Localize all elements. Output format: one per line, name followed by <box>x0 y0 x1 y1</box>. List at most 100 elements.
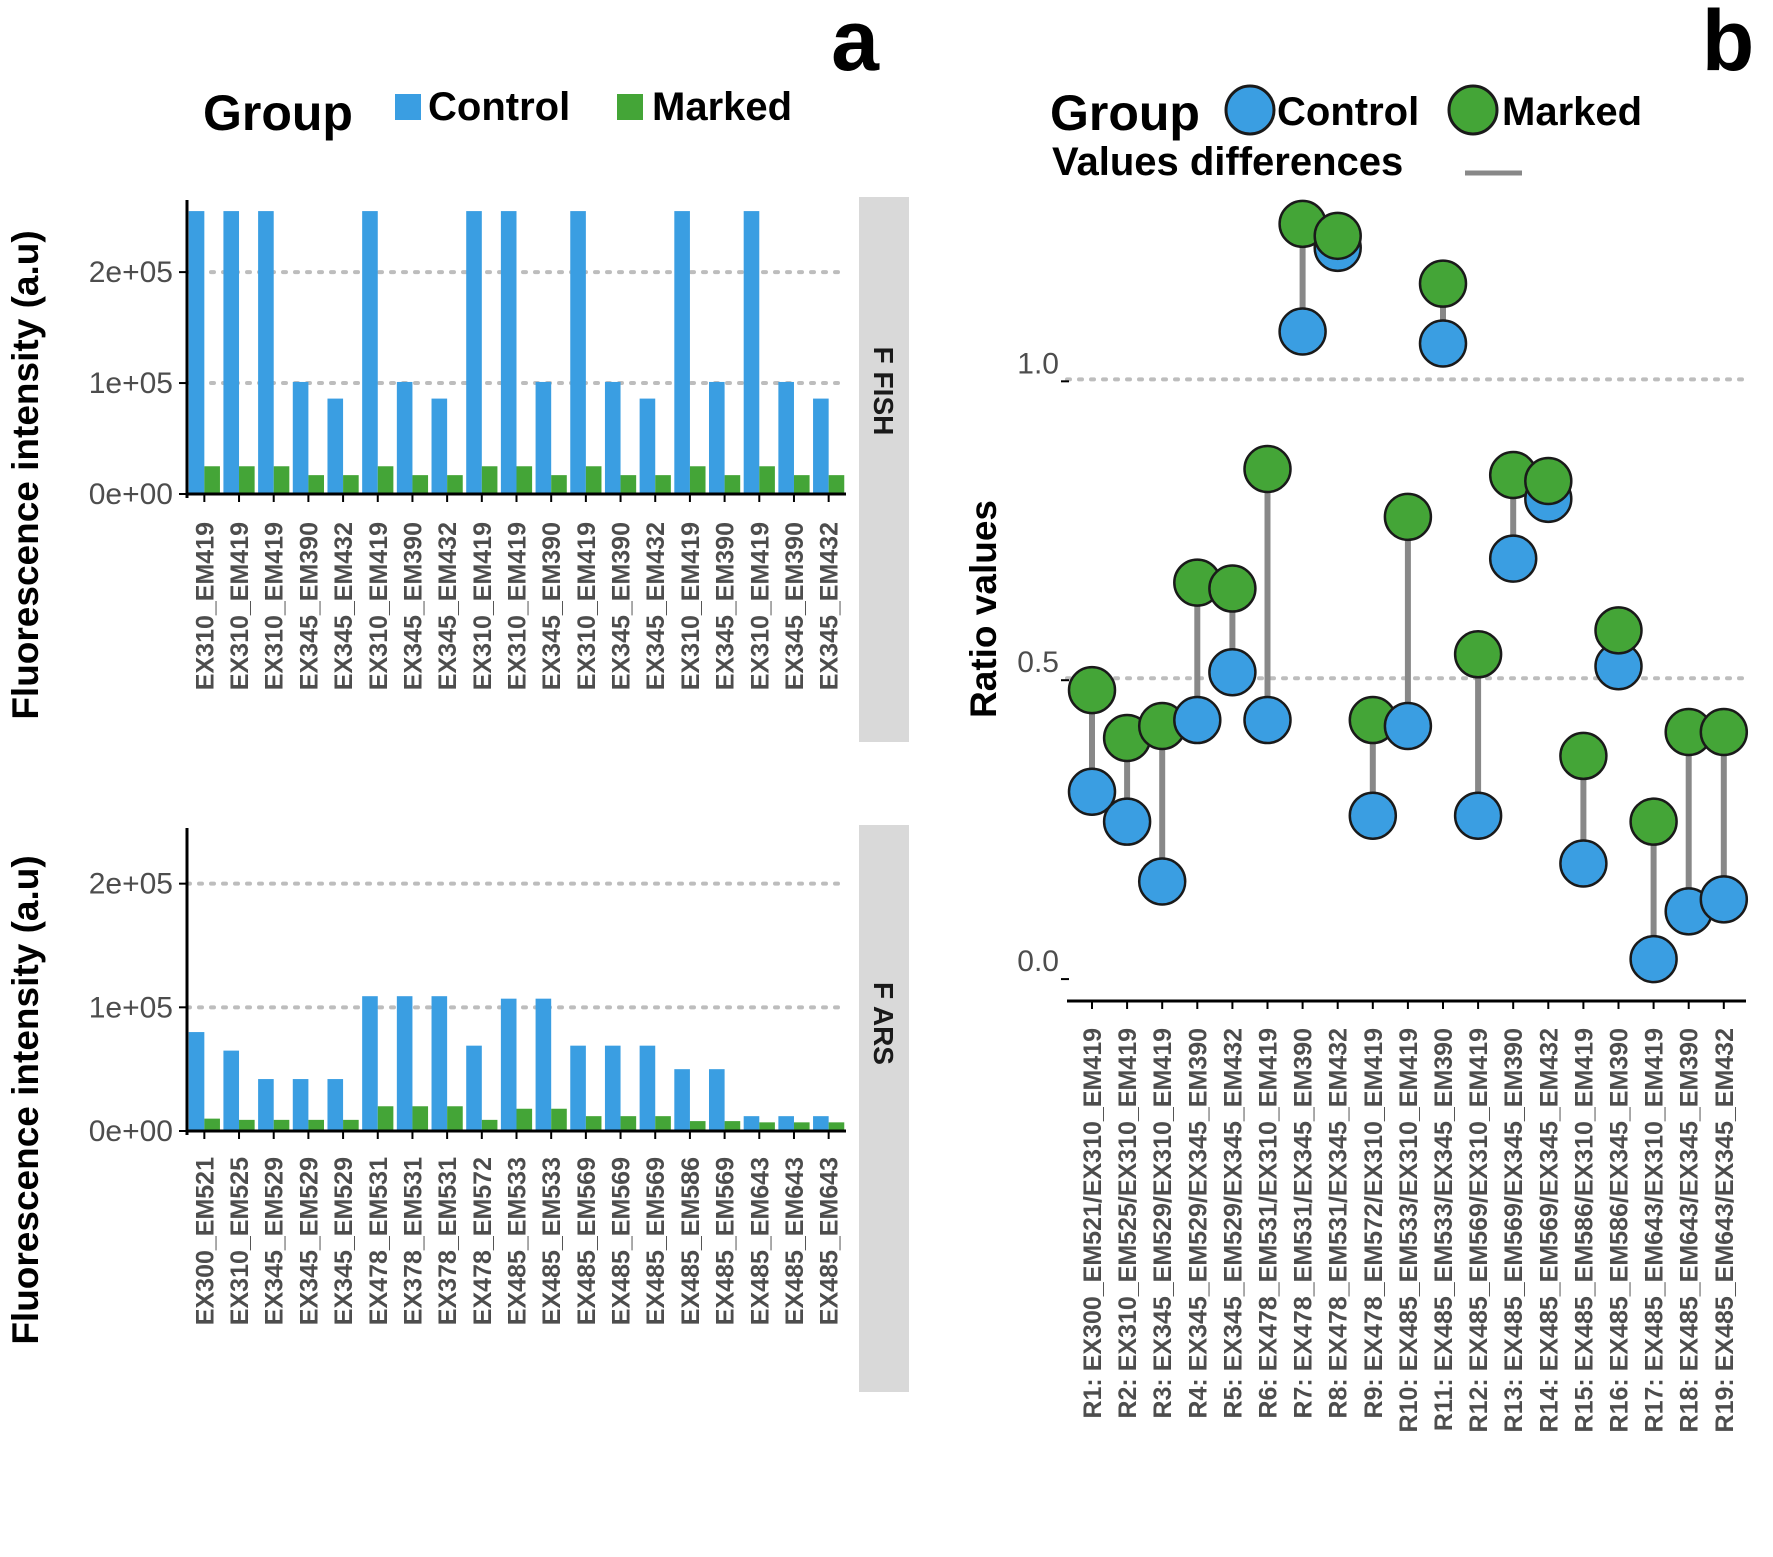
bar-marked <box>447 475 463 494</box>
chart-ratio-values: 0.0 0.5 1.0 R1: EX300_EM521/EX310_EM419 R2: … <box>963 199 1749 1432</box>
bar-control <box>500 998 517 1131</box>
x-tick-label: EX345_EM529 <box>295 1157 323 1325</box>
point-marked <box>1559 731 1608 781</box>
x-tick-label: R19: EX485_EM643/EX345_EM432 <box>1711 1028 1739 1432</box>
bar-control <box>570 1045 586 1131</box>
x-tick-label: EX345_EM432 <box>642 522 670 690</box>
x-tick-label: EX485_EM533 <box>538 1157 566 1325</box>
bar-marked <box>377 466 394 494</box>
bar-control <box>535 998 552 1131</box>
bar-marked <box>585 1116 602 1131</box>
x-tick-label: R4: EX345_EM529/EX345_EM390 <box>1184 1028 1212 1419</box>
x-tick-label: EX485_EM586 <box>677 1157 705 1325</box>
facet-strip <box>859 825 909 1392</box>
legend-b-label-control: Control <box>1277 90 1419 134</box>
bar-marked <box>239 1119 255 1131</box>
x-tick-label: EX310_EM525 <box>226 1157 254 1325</box>
bar-control <box>258 211 274 494</box>
bar-control <box>188 211 205 494</box>
x-tick-label: R17: EX485_EM643/EX310_EM419 <box>1641 1028 1669 1432</box>
point-control <box>1699 875 1749 924</box>
bar-control <box>813 398 829 494</box>
bar-marked <box>689 466 706 494</box>
bar-marked <box>343 1119 359 1131</box>
x-tick-label: EX300_EM521 <box>191 1157 219 1325</box>
x-tick-label: EX485_EM569 <box>573 1157 601 1325</box>
x-tick-label: R8: EX478_EM531/EX345_EM432 <box>1325 1028 1353 1419</box>
x-tick-label: EX478_EM572 <box>469 1157 497 1325</box>
x-tick-label: EX485_EM569 <box>608 1157 636 1325</box>
bar-marked <box>343 475 359 494</box>
x-tick-label: EX310_EM419 <box>573 522 601 690</box>
bar-control <box>674 1069 690 1131</box>
bar-marked <box>551 1108 567 1131</box>
bar-control <box>570 211 586 494</box>
facet-label: F FISH <box>868 347 899 436</box>
x-tick-label: EX485_EM643 <box>816 1157 844 1325</box>
point-control <box>1348 791 1398 840</box>
bar-marked <box>516 466 533 494</box>
x-tick-label: EX378_EM531 <box>434 1157 462 1325</box>
x-tick-label: EX485_EM569 <box>642 1157 670 1325</box>
facet-strip <box>859 197 909 742</box>
x-tick-label: EX345_EM390 <box>608 522 636 690</box>
point-marked <box>1629 797 1678 846</box>
y-tick-label: 1e+05 <box>89 367 173 400</box>
panel-label-a: a <box>831 0 880 89</box>
bar-control <box>778 381 794 494</box>
bar-marked <box>239 466 255 494</box>
point-control <box>1418 319 1468 368</box>
bar-control <box>778 1116 794 1131</box>
x-tick-label: R1: EX300_EM521/EX310_EM419 <box>1079 1028 1107 1419</box>
bar-control <box>743 211 760 494</box>
legend-b: Group Control Marked Values differences <box>1050 84 1642 184</box>
point-control <box>1102 797 1152 846</box>
x-tick-label: EX345_EM390 <box>295 522 323 690</box>
x-tick-label: R14: EX485_EM569/EX345_EM432 <box>1535 1028 1563 1432</box>
legend-b-swatch-control <box>1224 84 1276 136</box>
bar-control <box>708 1069 725 1131</box>
bar-control <box>292 1079 309 1131</box>
point-control <box>1137 857 1187 906</box>
bar-control <box>466 211 482 494</box>
point-marked <box>1067 665 1117 715</box>
bar-marked <box>308 1119 325 1131</box>
x-tick-label: R5: EX345_EM529/EX345_EM432 <box>1219 1028 1247 1419</box>
point-control <box>1488 534 1538 583</box>
bar-control <box>535 381 552 494</box>
y-tick-label: 0e+00 <box>89 478 173 511</box>
bar-marked <box>412 1106 429 1131</box>
x-tick-label: EX345_EM432 <box>816 522 844 690</box>
x-tick-label: EX345_EM432 <box>330 522 358 690</box>
bar-control <box>292 381 309 494</box>
y-tick-label: 0.5 <box>1017 646 1059 679</box>
bar-marked <box>551 475 567 494</box>
bar-control <box>327 1079 344 1131</box>
x-tick-label: EX378_EM531 <box>399 1157 427 1325</box>
panel-label-b: b <box>1702 0 1755 89</box>
bar-marked <box>481 1119 498 1131</box>
bar-control <box>604 1045 621 1131</box>
point-marked <box>1524 456 1573 506</box>
bar-marked <box>724 1121 741 1131</box>
bar-marked <box>273 1119 290 1131</box>
x-tick-label: EX478_EM531 <box>365 1157 393 1325</box>
x-tick-label: R13: EX485_EM569/EX345_EM390 <box>1500 1028 1528 1432</box>
point-control <box>1559 839 1608 888</box>
bar-control <box>639 398 656 494</box>
bar-control <box>431 996 448 1131</box>
bar-marked <box>620 475 637 494</box>
bar-marked <box>204 1118 220 1131</box>
legend-b-diff-label: Values differences <box>1052 140 1403 184</box>
point-marked <box>1313 211 1362 261</box>
legend-a-label-control: Control <box>428 85 570 129</box>
bar-marked <box>273 466 290 494</box>
x-tick-label: EX310_EM419 <box>746 522 774 690</box>
bar-control <box>327 398 344 494</box>
point-marked <box>1243 444 1292 494</box>
bar-marked <box>828 475 845 494</box>
bar-marked <box>793 475 810 494</box>
bar-marked <box>516 1108 533 1131</box>
point-marked <box>1453 630 1503 679</box>
